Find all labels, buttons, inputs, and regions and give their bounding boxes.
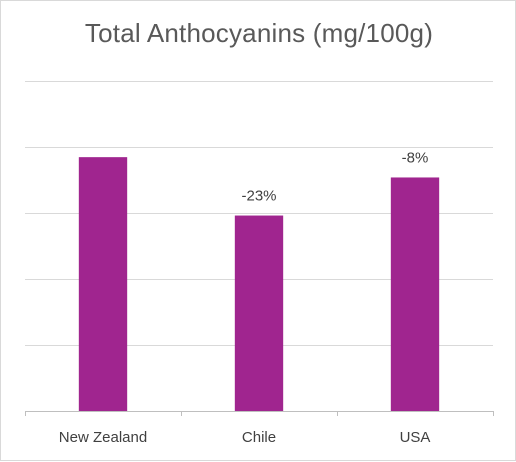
- bar: [390, 177, 440, 411]
- bar-data-label: -8%: [402, 149, 429, 166]
- x-tick-label: Chile: [242, 429, 276, 446]
- bar-data-label: -23%: [241, 188, 276, 205]
- x-tick-label: USA: [400, 429, 431, 446]
- bar: [78, 157, 128, 411]
- bar: [234, 215, 284, 411]
- chart-title: Total Anthocyanins (mg/100g): [84, 18, 434, 48]
- x-tick-label: New Zealand: [59, 429, 147, 446]
